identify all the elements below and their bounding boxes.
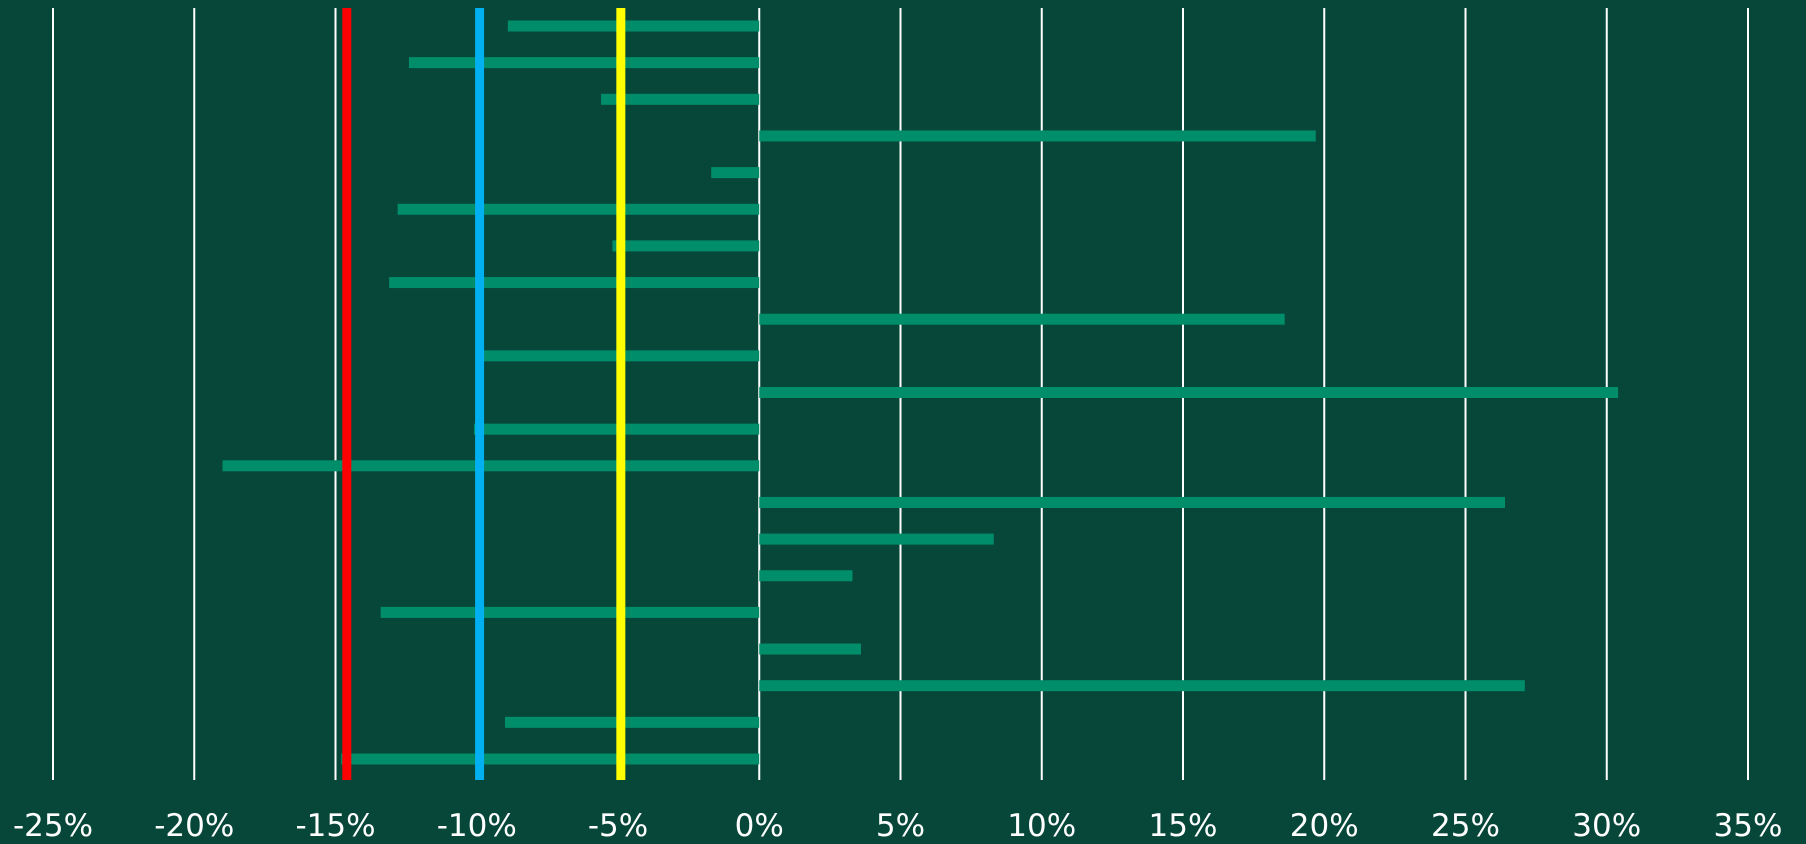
bar-17 bbox=[759, 643, 861, 655]
bar-13 bbox=[759, 496, 1506, 508]
x-tick-label-1: -20% bbox=[154, 808, 234, 844]
x-tick-label-11: 30% bbox=[1572, 808, 1641, 844]
bar-10 bbox=[759, 387, 1619, 398]
bar-3 bbox=[759, 130, 1316, 142]
bar-0 bbox=[507, 20, 760, 32]
x-tick-label-7: 10% bbox=[1007, 808, 1076, 844]
x-tick-label-6: 5% bbox=[876, 808, 925, 844]
x-tick-label-3: -10% bbox=[437, 808, 517, 844]
bar-14 bbox=[759, 533, 994, 545]
bar-19 bbox=[505, 716, 760, 728]
bar-2 bbox=[601, 93, 760, 105]
bar-4 bbox=[711, 167, 760, 179]
bar-20 bbox=[341, 753, 760, 765]
x-tick-label-5: 0% bbox=[735, 808, 784, 844]
bar-15 bbox=[759, 570, 853, 582]
x-tick-label-9: 20% bbox=[1290, 808, 1359, 844]
bar-6 bbox=[612, 240, 760, 252]
reference-lines bbox=[342, 8, 626, 780]
bar-5 bbox=[397, 203, 760, 215]
x-tick-label-0: -25% bbox=[13, 808, 93, 844]
bar-1 bbox=[408, 57, 760, 69]
x-tick-labels: -25% -20% -15% -10% -5% 0% 5% 10% 15% 20% 25% 30% 35… bbox=[13, 808, 1783, 844]
x-tick-label-2: -15% bbox=[295, 808, 375, 844]
bar-18 bbox=[759, 680, 1525, 692]
x-tick-label-12: 35% bbox=[1714, 808, 1783, 844]
bar-8 bbox=[759, 313, 1285, 325]
x-tick-label-10: 25% bbox=[1431, 808, 1500, 844]
bar-16 bbox=[380, 606, 760, 618]
bar-12 bbox=[222, 460, 760, 472]
x-tick-label-8: 15% bbox=[1149, 808, 1218, 844]
bar-7 bbox=[389, 277, 760, 289]
x-tick-label-4: -5% bbox=[588, 808, 648, 844]
